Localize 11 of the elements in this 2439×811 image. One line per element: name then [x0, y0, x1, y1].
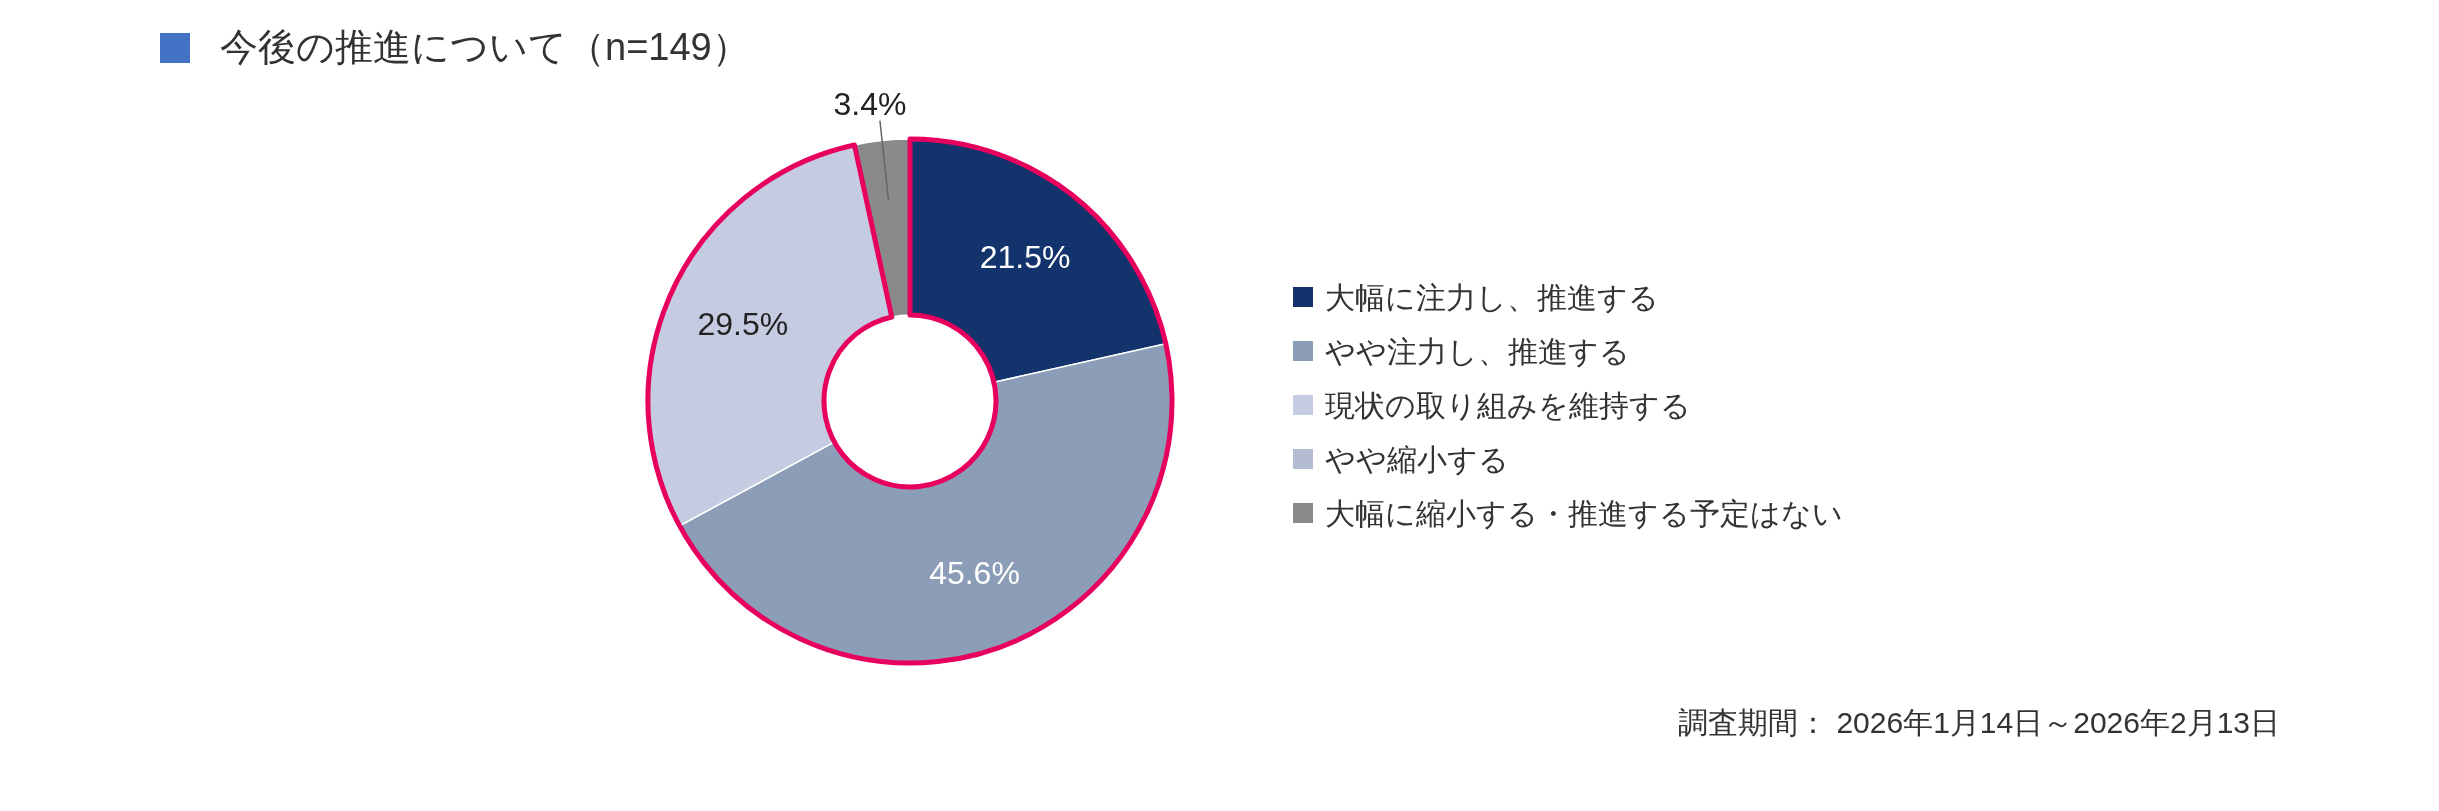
legend-label: 大幅に縮小する・推進する予定はない [1325, 497, 1843, 530]
legend-label: やや縮小する [1325, 443, 1509, 476]
data-label: 29.5% [697, 306, 789, 343]
chart-title: 今後の推進について（n=149） [220, 26, 750, 68]
data-label: 45.6% [929, 555, 1020, 592]
data-label: 3.4% [833, 85, 907, 122]
legend-label: 現状の取り組みを維持する [1325, 389, 1691, 422]
text: 調査期間： 2026年1月14日～2026年2月13日 [1678, 706, 2280, 739]
legend-label: やや注力し、推進する [1325, 335, 1630, 368]
legend-label: 大幅に注力し、推進する [1325, 281, 1659, 314]
data-label: 21.5% [979, 239, 1071, 276]
